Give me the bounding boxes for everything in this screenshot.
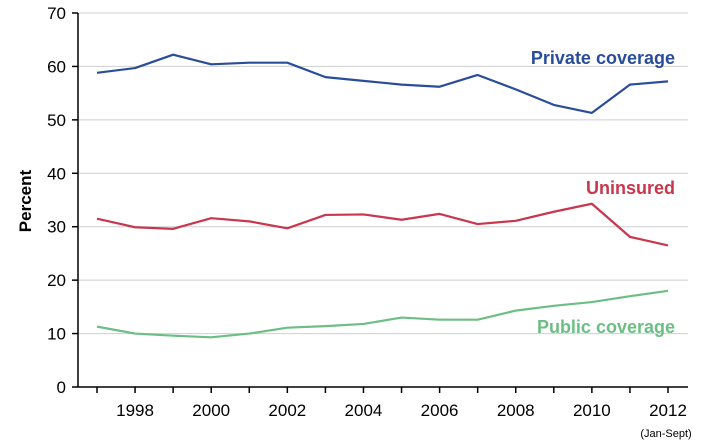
axes bbox=[72, 12, 688, 393]
y-axis-title: Percent bbox=[16, 169, 35, 232]
labels: 0 10 20 30 40 50 60 70 1998 2000 2002 2004 2006 2008 2… bbox=[16, 4, 692, 440]
series-line-uninsured bbox=[96, 202, 669, 247]
x-tick-label-2012: 2012 bbox=[649, 401, 687, 420]
y-tick-label-30: 30 bbox=[47, 218, 66, 237]
y-tick-label-0: 0 bbox=[57, 378, 66, 397]
x-note-label: (Jan-Sept) bbox=[640, 428, 691, 440]
x-tick-label-2006: 2006 bbox=[421, 401, 459, 420]
y-tick-label-20: 20 bbox=[47, 271, 66, 290]
x-tick-label-2010: 2010 bbox=[573, 401, 611, 420]
series-label-public-coverage: Public coverage bbox=[537, 317, 675, 337]
series-lines bbox=[96, 53, 669, 339]
x-tick-label-1998: 1998 bbox=[116, 401, 154, 420]
series-label-private-coverage: Private coverage bbox=[531, 48, 675, 68]
y-tick-label-60: 60 bbox=[47, 57, 66, 76]
y-tick-label-40: 40 bbox=[47, 164, 66, 183]
y-tick-label-10: 10 bbox=[47, 325, 66, 344]
series-line-private-coverage bbox=[96, 53, 669, 115]
x-tick-label-2008: 2008 bbox=[497, 401, 535, 420]
y-tick-label-70: 70 bbox=[47, 4, 66, 23]
x-tick-label-2000: 2000 bbox=[192, 401, 230, 420]
y-tick-label-50: 50 bbox=[47, 111, 66, 130]
series-line-public-coverage bbox=[96, 289, 669, 339]
x-tick-label-2004: 2004 bbox=[345, 401, 383, 420]
series-label-uninsured: Uninsured bbox=[586, 178, 675, 198]
x-tick-label-2002: 2002 bbox=[268, 401, 306, 420]
